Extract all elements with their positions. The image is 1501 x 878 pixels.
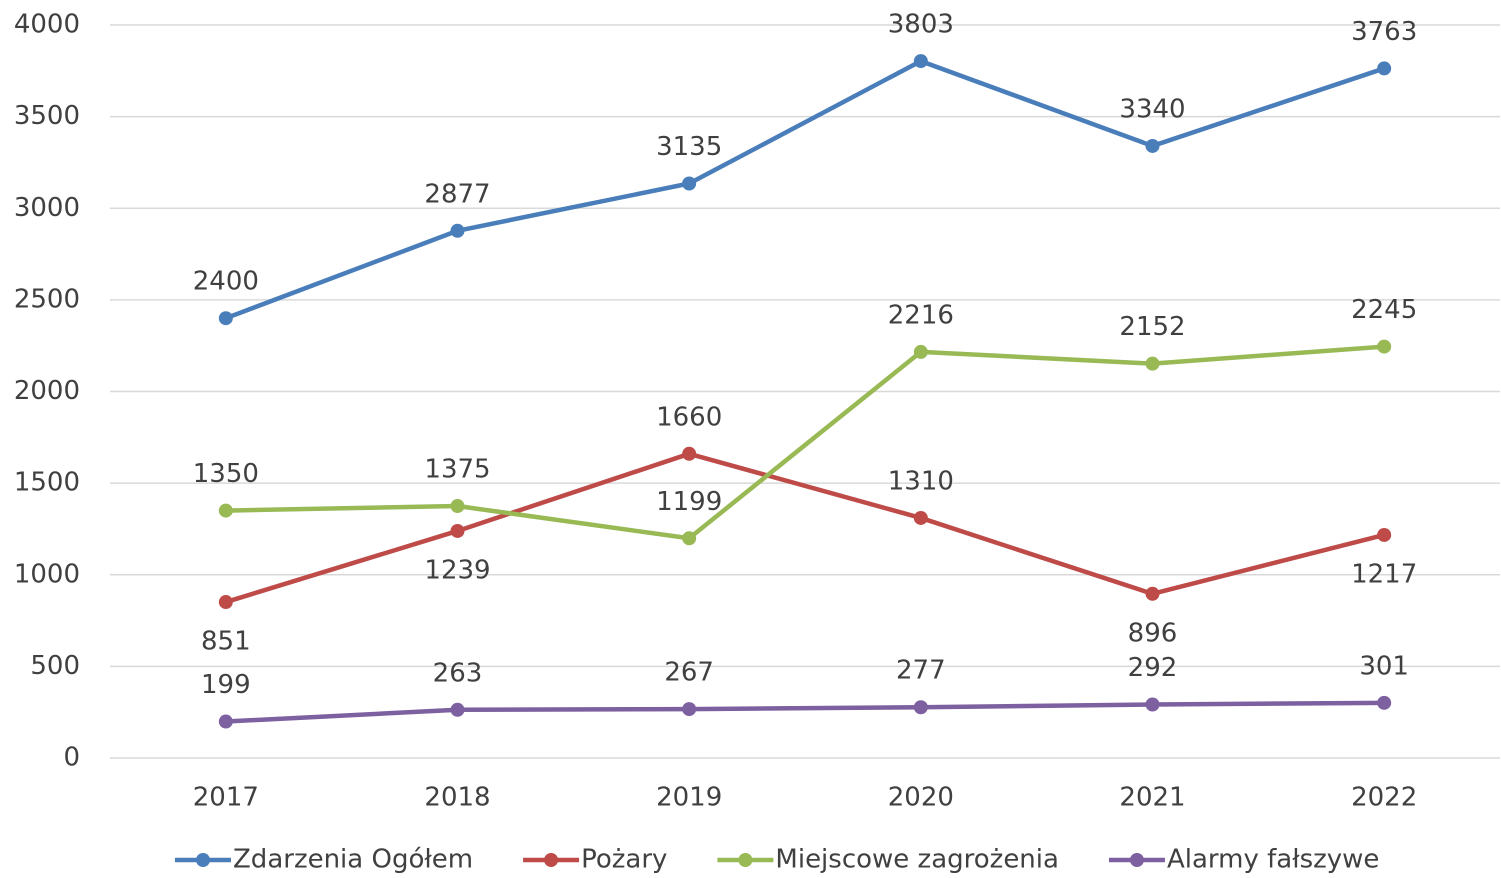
marker [682,177,696,191]
y-tick-label: 2000 [14,376,80,406]
marker [1377,696,1391,710]
marker [682,531,696,545]
data-label: 2152 [1119,312,1185,342]
data-label: 301 [1359,651,1409,681]
data-label: 267 [664,658,714,688]
data-label: 851 [201,627,251,657]
legend-marker [196,853,210,867]
data-label: 896 [1128,618,1178,648]
data-label: 3763 [1351,17,1417,47]
chart: 0 500 1000 1500 2000 2500 3000 3500 4000 2017 2018… [0,0,1501,878]
marker [1377,340,1391,354]
marker [1377,61,1391,75]
marker [914,511,928,525]
legend-label: Miejscowe zagrożenia [775,845,1059,875]
data-label: 1350 [193,459,259,489]
marker [1146,357,1160,371]
marker [219,595,233,609]
data-label: 3340 [1119,94,1185,124]
data-label: 2216 [888,300,954,330]
marker [914,54,928,68]
legend-marker [544,853,558,867]
y-tick-label: 4000 [14,10,80,40]
x-tick-label: 2018 [424,783,490,813]
marker [1146,697,1160,711]
marker [914,700,928,714]
data-label: 2877 [424,179,490,209]
x-tick-label: 2019 [656,783,722,813]
y-tick-label: 3000 [14,193,80,223]
legend-marker [738,853,752,867]
y-tick-label: 3500 [14,101,80,131]
y-tick-label: 1500 [14,468,80,498]
x-tick-label: 2017 [193,783,259,813]
marker [1146,587,1160,601]
y-tick-label: 500 [30,651,80,681]
legend-label: Alarmy fałszywe [1167,845,1379,875]
marker [451,499,465,513]
marker [1146,139,1160,153]
data-label: 1199 [656,487,722,517]
marker [682,447,696,461]
marker [451,224,465,238]
series-line [226,454,1384,602]
y-tick-label: 1000 [14,559,80,589]
data-label: 3135 [656,132,722,162]
marker [682,702,696,716]
data-label: 1310 [888,466,954,496]
marker [451,524,465,538]
data-label: 1217 [1351,559,1417,589]
data-label: 263 [433,658,483,688]
data-label: 3803 [888,10,954,40]
legend-label: Pożary [581,845,667,875]
data-label: 199 [201,670,251,700]
y-tick-label: 0 [63,743,80,773]
series-line [226,61,1384,318]
marker [914,345,928,359]
data-label: 1239 [424,555,490,585]
marker [451,703,465,717]
marker [219,715,233,729]
data-label: 292 [1128,653,1178,683]
marker [219,504,233,518]
x-tick-label: 2020 [888,783,954,813]
data-label: 277 [896,656,946,686]
marker [219,311,233,325]
data-label: 2245 [1351,295,1417,325]
series-line [226,347,1384,539]
data-label: 2400 [193,267,259,297]
data-label: 1375 [424,455,490,485]
data-label: 1660 [656,402,722,432]
marker [1377,528,1391,542]
legend-marker [1130,853,1144,867]
series-line [226,703,1384,722]
x-tick-label: 2022 [1351,783,1417,813]
x-tick-label: 2021 [1119,783,1185,813]
y-tick-label: 2500 [14,284,80,314]
legend-label: Zdarzenia Ogółem [233,845,473,875]
